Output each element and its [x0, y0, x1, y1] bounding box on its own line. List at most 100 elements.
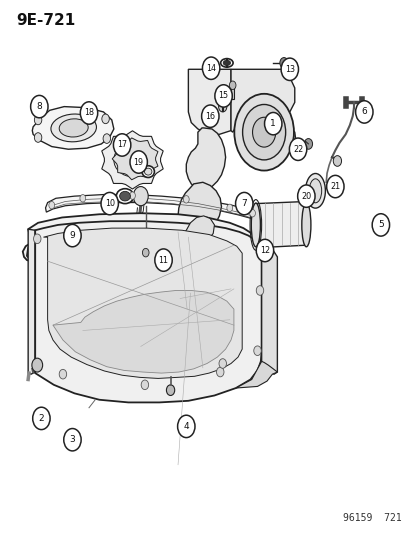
- Ellipse shape: [305, 173, 325, 208]
- Polygon shape: [102, 131, 163, 189]
- Circle shape: [80, 102, 97, 124]
- Circle shape: [31, 104, 37, 112]
- Ellipse shape: [223, 60, 230, 66]
- Ellipse shape: [309, 179, 321, 203]
- Text: 6: 6: [361, 108, 366, 116]
- Circle shape: [226, 204, 232, 212]
- Circle shape: [34, 133, 42, 142]
- Circle shape: [279, 58, 287, 68]
- Ellipse shape: [59, 119, 88, 137]
- Text: 15: 15: [218, 92, 228, 100]
- Circle shape: [141, 380, 148, 390]
- Circle shape: [297, 185, 314, 207]
- Circle shape: [326, 175, 343, 198]
- Polygon shape: [23, 213, 263, 261]
- Circle shape: [202, 57, 219, 79]
- Ellipse shape: [119, 191, 130, 201]
- Circle shape: [34, 115, 42, 125]
- Polygon shape: [230, 69, 295, 150]
- Text: 18: 18: [84, 109, 94, 117]
- Circle shape: [183, 196, 189, 203]
- Ellipse shape: [301, 203, 310, 247]
- Circle shape: [332, 156, 341, 166]
- Circle shape: [304, 139, 312, 149]
- Polygon shape: [230, 85, 233, 99]
- Circle shape: [234, 94, 293, 171]
- Circle shape: [264, 112, 281, 135]
- Circle shape: [218, 359, 226, 368]
- Text: 16: 16: [205, 112, 215, 120]
- Text: 96159  721: 96159 721: [342, 513, 401, 523]
- Circle shape: [113, 134, 131, 156]
- Ellipse shape: [251, 203, 260, 247]
- Text: 7: 7: [241, 199, 247, 208]
- Ellipse shape: [114, 143, 151, 177]
- Circle shape: [235, 192, 252, 215]
- Ellipse shape: [142, 166, 154, 177]
- Text: 12: 12: [259, 246, 269, 255]
- Polygon shape: [32, 107, 114, 149]
- Circle shape: [256, 286, 263, 295]
- Circle shape: [289, 138, 306, 160]
- Circle shape: [49, 201, 55, 209]
- Polygon shape: [261, 246, 277, 374]
- Text: 11: 11: [158, 256, 168, 264]
- Circle shape: [177, 415, 195, 438]
- Text: 22: 22: [292, 145, 302, 154]
- Text: 13: 13: [284, 65, 294, 74]
- Circle shape: [355, 101, 372, 123]
- Circle shape: [101, 192, 118, 215]
- Circle shape: [154, 249, 172, 271]
- Ellipse shape: [117, 147, 147, 173]
- Text: 14: 14: [206, 64, 216, 72]
- Circle shape: [59, 369, 66, 379]
- Polygon shape: [180, 216, 214, 244]
- Circle shape: [130, 151, 147, 173]
- Circle shape: [249, 209, 255, 217]
- Circle shape: [102, 114, 109, 124]
- Polygon shape: [178, 182, 221, 236]
- Circle shape: [33, 407, 50, 430]
- Circle shape: [33, 360, 41, 370]
- Circle shape: [256, 239, 273, 262]
- Circle shape: [166, 385, 174, 395]
- Circle shape: [64, 224, 81, 247]
- Ellipse shape: [220, 59, 233, 67]
- Text: 21: 21: [330, 182, 339, 191]
- Text: 1: 1: [270, 119, 275, 128]
- Circle shape: [242, 104, 285, 160]
- Text: 9E-721: 9E-721: [17, 13, 76, 28]
- Circle shape: [253, 346, 261, 356]
- Polygon shape: [112, 138, 158, 180]
- Circle shape: [218, 101, 226, 112]
- Circle shape: [371, 214, 389, 236]
- Circle shape: [129, 192, 135, 199]
- Text: 17: 17: [117, 141, 127, 149]
- Ellipse shape: [51, 114, 96, 142]
- Text: 8: 8: [36, 102, 42, 111]
- Polygon shape: [186, 128, 225, 189]
- Polygon shape: [43, 228, 242, 378]
- Circle shape: [214, 85, 232, 107]
- Polygon shape: [255, 201, 306, 248]
- Circle shape: [80, 195, 85, 202]
- Polygon shape: [45, 195, 256, 219]
- Circle shape: [32, 358, 43, 372]
- Ellipse shape: [116, 189, 133, 204]
- Text: 4: 4: [183, 422, 189, 431]
- Circle shape: [229, 81, 235, 90]
- Polygon shape: [188, 69, 230, 134]
- Text: 5: 5: [377, 221, 383, 229]
- Text: 2: 2: [38, 414, 44, 423]
- Ellipse shape: [144, 168, 152, 175]
- Text: 9: 9: [69, 231, 75, 240]
- Circle shape: [280, 58, 298, 80]
- Polygon shape: [235, 361, 277, 388]
- Circle shape: [216, 367, 223, 377]
- Circle shape: [64, 429, 81, 451]
- Circle shape: [133, 187, 148, 206]
- Circle shape: [31, 95, 48, 118]
- Text: 3: 3: [69, 435, 75, 444]
- Circle shape: [201, 105, 218, 127]
- Circle shape: [103, 134, 110, 143]
